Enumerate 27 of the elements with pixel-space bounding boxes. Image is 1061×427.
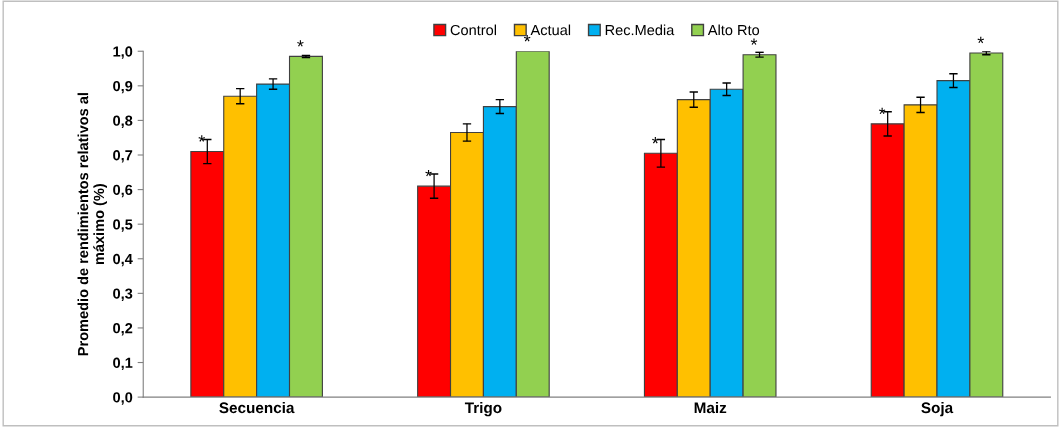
y-tick-label: 0,9 — [113, 80, 133, 94]
y-tick-label: 0,3 — [113, 288, 133, 301]
y-tick-label: 0,1 — [113, 357, 133, 371]
data-label: * — [523, 35, 531, 42]
data-label: * — [878, 107, 886, 115]
x-tick-label: Maiz — [694, 401, 727, 414]
y-tick-label: 0,6 — [113, 184, 133, 198]
y-tick-label: 1,0 — [113, 46, 133, 59]
y-tick-label: 0,0 — [113, 392, 133, 405]
x-tick-label: Soja — [921, 401, 954, 417]
data-label: * — [297, 40, 304, 47]
data-label: * — [977, 36, 984, 44]
y-tick-label: 0,4 — [113, 253, 133, 267]
legend-label: Control — [450, 24, 496, 36]
y-tick-label: 0,8 — [113, 115, 133, 128]
x-tick-label: Trigo — [464, 401, 502, 417]
data-label: * — [425, 169, 432, 177]
x-tick-label: Secuencia — [219, 401, 295, 414]
y-axis-title: Promedio de rendimientos relativos al máximo (%) — [77, 93, 107, 356]
y-tick-label: 0,5 — [113, 219, 133, 232]
y-tick-label: 0,2 — [113, 323, 133, 336]
legend-label: Rec.Media — [605, 24, 675, 36]
legend-label: Actual — [530, 24, 571, 36]
y-tick-label: 0,7 — [113, 150, 133, 163]
data-label: * — [198, 135, 205, 142]
data-label: * — [750, 38, 758, 45]
legend-label: Alto Rto — [707, 24, 760, 36]
